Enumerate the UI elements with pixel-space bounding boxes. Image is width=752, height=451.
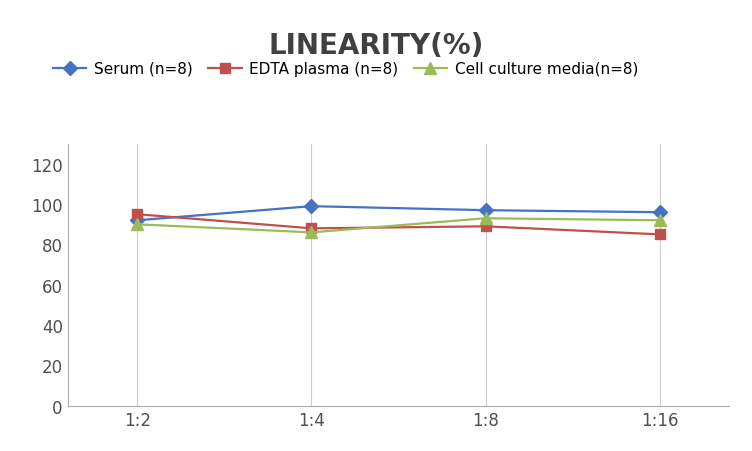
Serum (n=8) — [307, 204, 316, 209]
Cell culture media(n=8) — [307, 230, 316, 235]
Line: EDTA plasma (n=8): EDTA plasma (n=8) — [132, 210, 665, 240]
Serum (n=8) — [133, 218, 142, 224]
EDTA plasma (n=8) — [655, 232, 664, 238]
Serum (n=8) — [655, 210, 664, 216]
Cell culture media(n=8) — [655, 218, 664, 224]
EDTA plasma (n=8) — [133, 212, 142, 217]
Cell culture media(n=8) — [481, 216, 490, 221]
Legend: Serum (n=8), EDTA plasma (n=8), Cell culture media(n=8): Serum (n=8), EDTA plasma (n=8), Cell cul… — [53, 62, 638, 77]
Line: Serum (n=8): Serum (n=8) — [132, 202, 665, 226]
EDTA plasma (n=8) — [481, 224, 490, 230]
Cell culture media(n=8) — [133, 222, 142, 227]
EDTA plasma (n=8) — [307, 226, 316, 231]
Text: LINEARITY(%): LINEARITY(%) — [268, 32, 484, 60]
Serum (n=8) — [481, 208, 490, 213]
Line: Cell culture media(n=8): Cell culture media(n=8) — [132, 213, 666, 239]
